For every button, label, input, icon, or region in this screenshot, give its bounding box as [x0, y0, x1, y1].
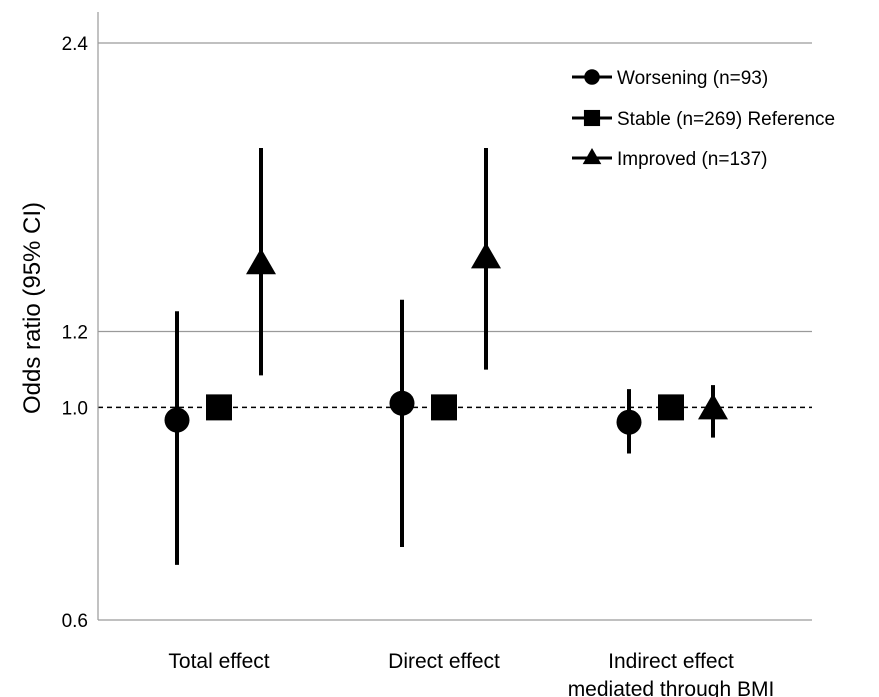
point-triangle: [246, 248, 276, 275]
y-tick-label: 0.6: [62, 611, 88, 632]
y-tick-label: 1.0: [62, 398, 88, 419]
point-circle: [389, 390, 415, 416]
x-category-labels: Total effect Direct effect Indirect effect…: [168, 650, 774, 697]
y-tick-label: 2.4: [62, 34, 89, 55]
legend-marker-square: [583, 109, 601, 127]
x-category-label: Indirect effect: [608, 650, 734, 673]
y-axis-label: Odds ratio (95% CI): [19, 202, 46, 414]
data-marks: [164, 147, 728, 565]
point-triangle: [471, 242, 501, 269]
point-circle: [164, 407, 190, 433]
legend-marker-triangle: [582, 148, 602, 165]
y-tick-labels: 0.6 1.0 1.2 2.4: [62, 34, 89, 632]
legend-label: Worsening (n=93): [617, 68, 768, 89]
point-square: [206, 394, 232, 421]
legend-label: Stable (n=269) Reference: [617, 109, 835, 130]
legend-label: Improved (n=137): [617, 149, 768, 170]
gridlines: [98, 42, 812, 409]
point-square: [431, 394, 457, 421]
point-triangle: [698, 393, 728, 420]
point-circle: [616, 409, 642, 435]
x-category-label: Total effect: [168, 650, 269, 673]
legend-marker-circle: [584, 69, 600, 85]
x-category-label: mediated through BMI: [568, 678, 775, 697]
legend: Worsening (n=93) Stable (n=269) Reference…: [572, 68, 835, 170]
y-tick-label: 1.2: [62, 323, 88, 344]
point-square: [658, 394, 684, 421]
axes: [97, 12, 812, 621]
x-category-label: Direct effect: [388, 650, 500, 673]
